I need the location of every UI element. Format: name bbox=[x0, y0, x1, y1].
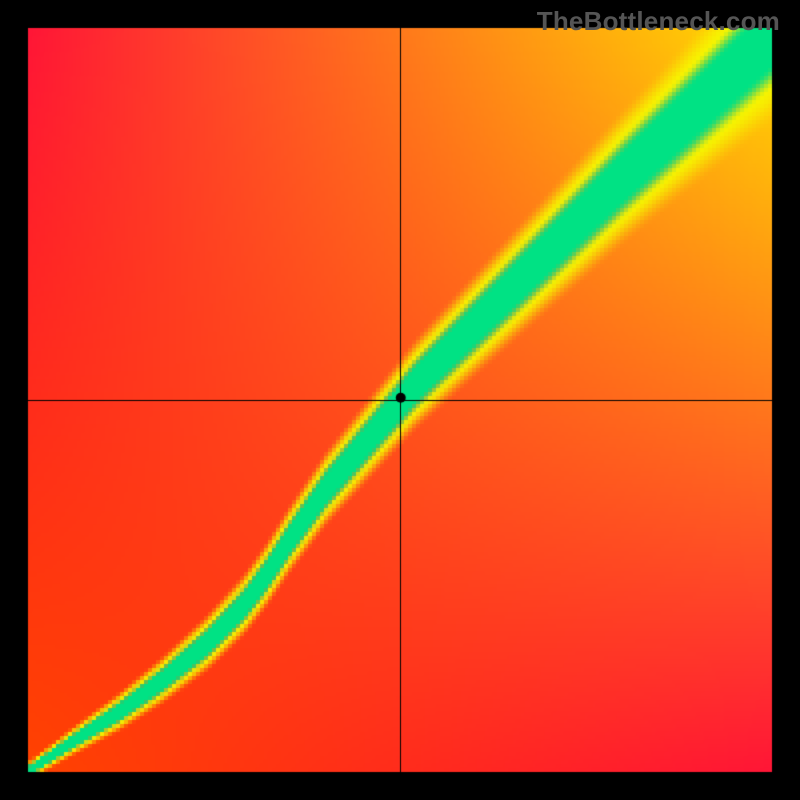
watermark-label: TheBottleneck.com bbox=[537, 6, 780, 37]
bottleneck-heatmap bbox=[0, 0, 800, 800]
chart-container: TheBottleneck.com bbox=[0, 0, 800, 800]
